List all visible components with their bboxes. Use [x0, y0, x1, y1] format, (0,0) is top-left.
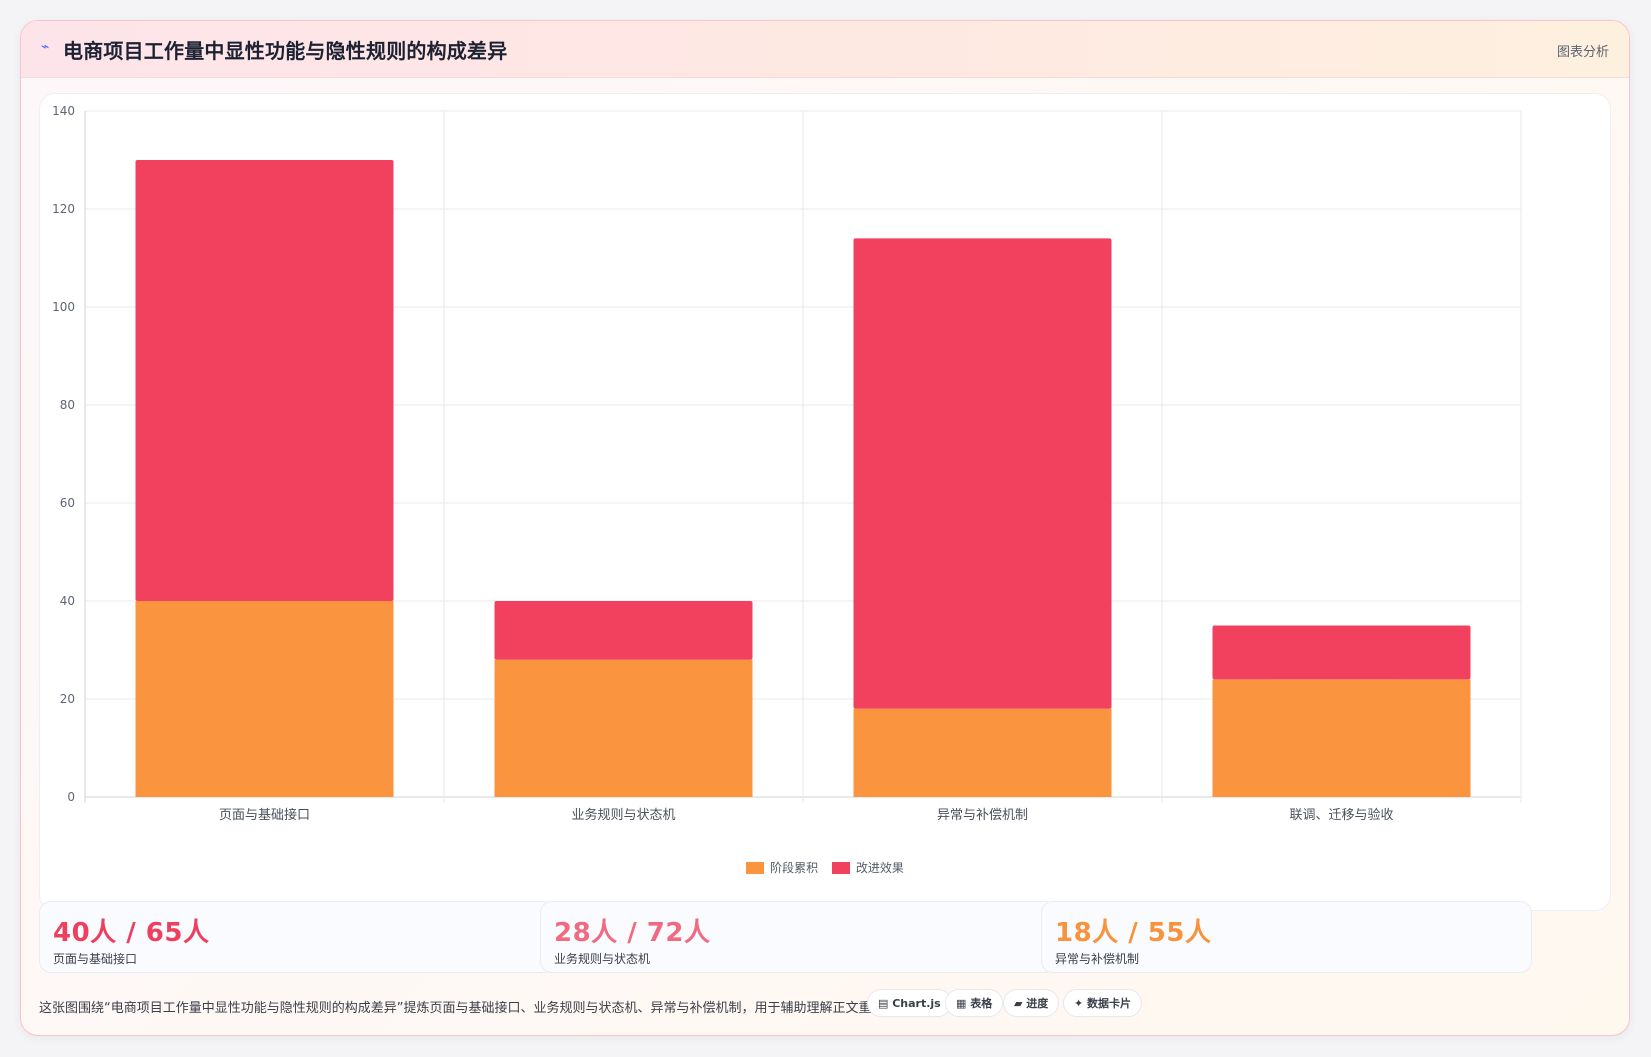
legend-item-series-2[interactable]: 改进效果 — [831, 859, 904, 876]
bar-1-4 — [1212, 679, 1471, 797]
x-tick-label: 页面与基础接口 — [219, 807, 310, 823]
y-tick-label: 140 — [52, 104, 75, 118]
bar-2-1 — [135, 160, 394, 601]
bar-2-2 — [494, 601, 753, 660]
chart-title: 电商项目工作量中显性功能与隐性规则的构成差异 — [63, 39, 508, 63]
card-header: ⌁ 电商项目工作量中显性功能与隐性规则的构成差异 图表分析 — [21, 21, 1629, 78]
stat-value-2: 28人 / 72人 — [554, 918, 711, 948]
stat-value-1: 40人 / 65人 — [53, 918, 210, 948]
wave-icon: ⌁ — [41, 39, 50, 55]
y-tick-label: 100 — [52, 300, 75, 314]
y-tick-label: 120 — [52, 202, 75, 216]
x-tick-label: 业务规则与状态机 — [571, 807, 675, 823]
stat-value-3: 18人 / 55人 — [1055, 918, 1212, 948]
stat-label-3: 异常与补偿机制 — [1055, 952, 1140, 966]
legend-label-series-1: 阶段累积 — [770, 861, 819, 875]
y-tick-label: 60 — [60, 496, 75, 510]
chart-description: 这张图围绕“电商项目工作量中显性功能与隐性规则的构成差异”提炼页面与基础接口、业… — [39, 1001, 898, 1016]
bar-2-4 — [1212, 625, 1471, 680]
bar-1-3 — [853, 708, 1112, 797]
y-tick-label: 80 — [60, 398, 75, 412]
stat-card-1: 40人 / 65人 页面与基础接口 — [39, 901, 556, 973]
chip-chartjs[interactable]: ▤ Chart.js — [867, 989, 952, 1017]
stacked-bar-chart: 0 20 40 60 80 100 120 140 页面与基础接口 业务规则与状态机 异常与补偿机制… — [52, 104, 1522, 823]
bar-1-2 — [494, 659, 753, 797]
stat-card-3: 18人 / 55人 异常与补偿机制 — [1041, 901, 1532, 973]
chart-legend: 阶段累积 改进效果 — [40, 859, 1610, 876]
stat-label-1: 页面与基础接口 — [53, 952, 138, 966]
chip-table[interactable]: ▦ 表格 — [945, 989, 1004, 1017]
stat-card-2: 28人 / 72人 业务规则与状态机 — [540, 901, 1057, 973]
card-footer: 这张图围绕“电商项目工作量中显性功能与隐性规则的构成差异”提炼页面与基础接口、业… — [39, 989, 1619, 1023]
chart-analysis-link[interactable]: 图表分析 — [1556, 45, 1609, 60]
chart-card: ⌁ 电商项目工作量中显性功能与隐性规则的构成差异 图表分析 0 20 40 60 80 1… — [20, 20, 1630, 1036]
x-tick-label: 异常与补偿机制 — [937, 808, 1028, 823]
y-tick-label: 0 — [67, 790, 75, 804]
bar-1-1 — [135, 601, 394, 797]
legend-label-series-2: 改进效果 — [855, 861, 904, 875]
chip-data-cards[interactable]: ✦ 数据卡片 — [1063, 989, 1143, 1017]
legend-swatch-series-2 — [831, 862, 850, 874]
chip-progress[interactable]: ▰ 进度 — [1003, 989, 1060, 1017]
y-tick-label: 20 — [60, 692, 75, 706]
y-tick-label: 40 — [60, 594, 75, 608]
chart-panel: 0 20 40 60 80 100 120 140 页面与基础接口 业务规则与状态机 异常与补偿机制… — [39, 93, 1611, 911]
stat-label-2: 业务规则与状态机 — [554, 952, 651, 966]
legend-swatch-series-1 — [746, 862, 765, 874]
x-tick-label: 联调、迁移与验收 — [1289, 807, 1393, 823]
legend-item-series-1[interactable]: 阶段累积 — [746, 859, 818, 876]
bar-2-3 — [853, 238, 1112, 709]
